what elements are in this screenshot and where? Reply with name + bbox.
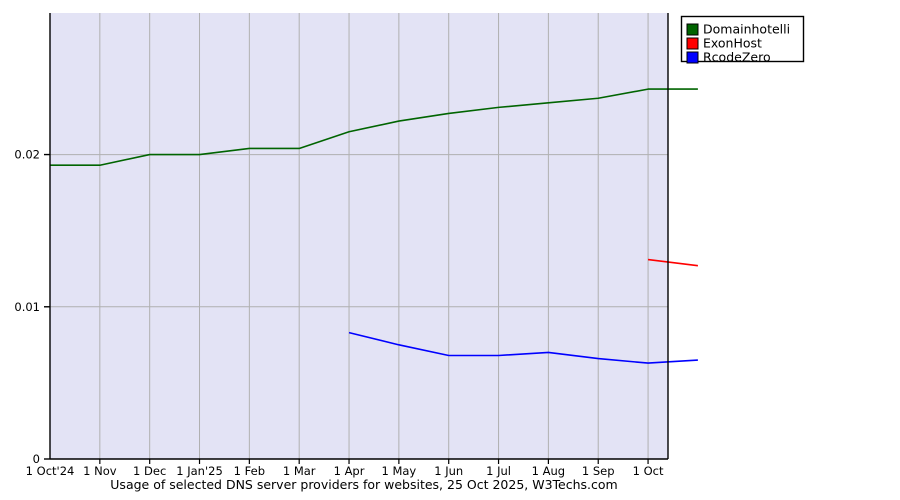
x-tick-label: 1 Mar <box>283 464 316 478</box>
y-tick-label: 0.02 <box>14 148 40 162</box>
x-axis-ticks: 1 Oct'24 1 Nov 1 Dec 1 Jan'25 1 Feb 1 Mar 1 Ap… <box>26 459 664 478</box>
x-tick-label: 1 Jul <box>486 464 511 478</box>
x-tick-label: 1 Oct <box>633 464 664 478</box>
y-tick-label: 0.01 <box>14 300 40 314</box>
y-axis-ticks: 0 0.01 0.02 <box>14 148 50 466</box>
x-tick-label: 1 Dec <box>133 464 166 478</box>
legend-label-rcodezero: RcodeZero <box>703 50 771 65</box>
x-tick-label: 1 Oct'24 <box>26 464 75 478</box>
x-tick-label: 1 May <box>381 464 416 478</box>
series-lines <box>50 88 698 364</box>
legend-swatch-rcodezero <box>686 51 699 64</box>
legend-box <box>680 15 805 63</box>
x-tick-label: 1 Jun <box>434 464 463 478</box>
y-tick-label: 0 <box>33 452 40 466</box>
gridlines <box>50 13 668 459</box>
series-line-rcodezero <box>348 331 698 364</box>
legend-swatch-domainhotelli <box>686 23 699 36</box>
series-line-exonhost <box>647 258 698 267</box>
plot-area-background <box>50 13 668 459</box>
legend-label-domainhotelli: Domainhotelli <box>703 22 790 37</box>
x-tick-label: 1 Nov <box>83 464 117 478</box>
chart-title: Usage of selected DNS server providers f… <box>110 477 617 492</box>
x-tick-label: 1 Apr <box>334 464 365 478</box>
legend-label-exonhost: ExonHost <box>703 36 762 51</box>
x-tick-label: 1 Aug <box>532 464 565 478</box>
series-line-domainhotelli <box>50 88 698 167</box>
x-tick-label: 1 Jan'25 <box>176 464 223 478</box>
x-tick-label: 1 Feb <box>234 464 265 478</box>
x-tick-label: 1 Sep <box>582 464 615 478</box>
legend-swatch-exonhost <box>686 37 699 50</box>
